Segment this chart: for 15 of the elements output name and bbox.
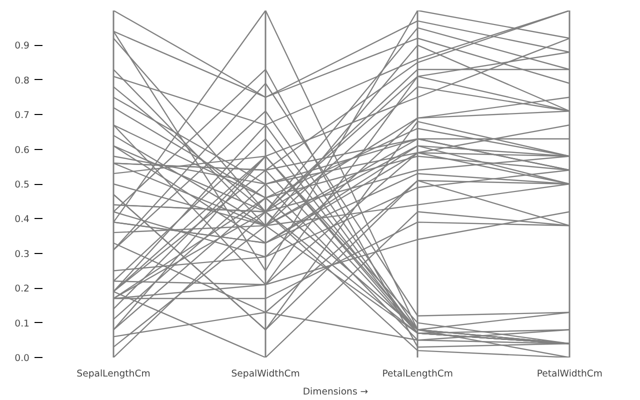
x-tick-label: SepalLengthCm <box>76 368 150 380</box>
y-tick-label: 0.3 <box>14 248 30 260</box>
x-tick-label: PetalWidthCm <box>536 368 603 380</box>
y-tick-label: 0.0 <box>14 353 30 364</box>
x-tick-label: SepalWidthCm <box>231 368 300 380</box>
y-tick-label: 0.4 <box>14 214 30 226</box>
y-tick-label: 0.8 <box>14 75 30 86</box>
y-tick-label: 0.1 <box>14 318 30 330</box>
x-tick-label: PetalLengthCm <box>382 368 454 380</box>
y-tick-label: 0.9 <box>14 40 30 52</box>
x-axis-title: Dimensions → <box>302 386 368 398</box>
y-tick-label: 0.2 <box>14 284 30 295</box>
y-tick-label: 0.5 <box>14 180 30 190</box>
y-tick-label: 0.7 <box>14 110 30 122</box>
y-tick-label: 0.6 <box>14 144 30 156</box>
